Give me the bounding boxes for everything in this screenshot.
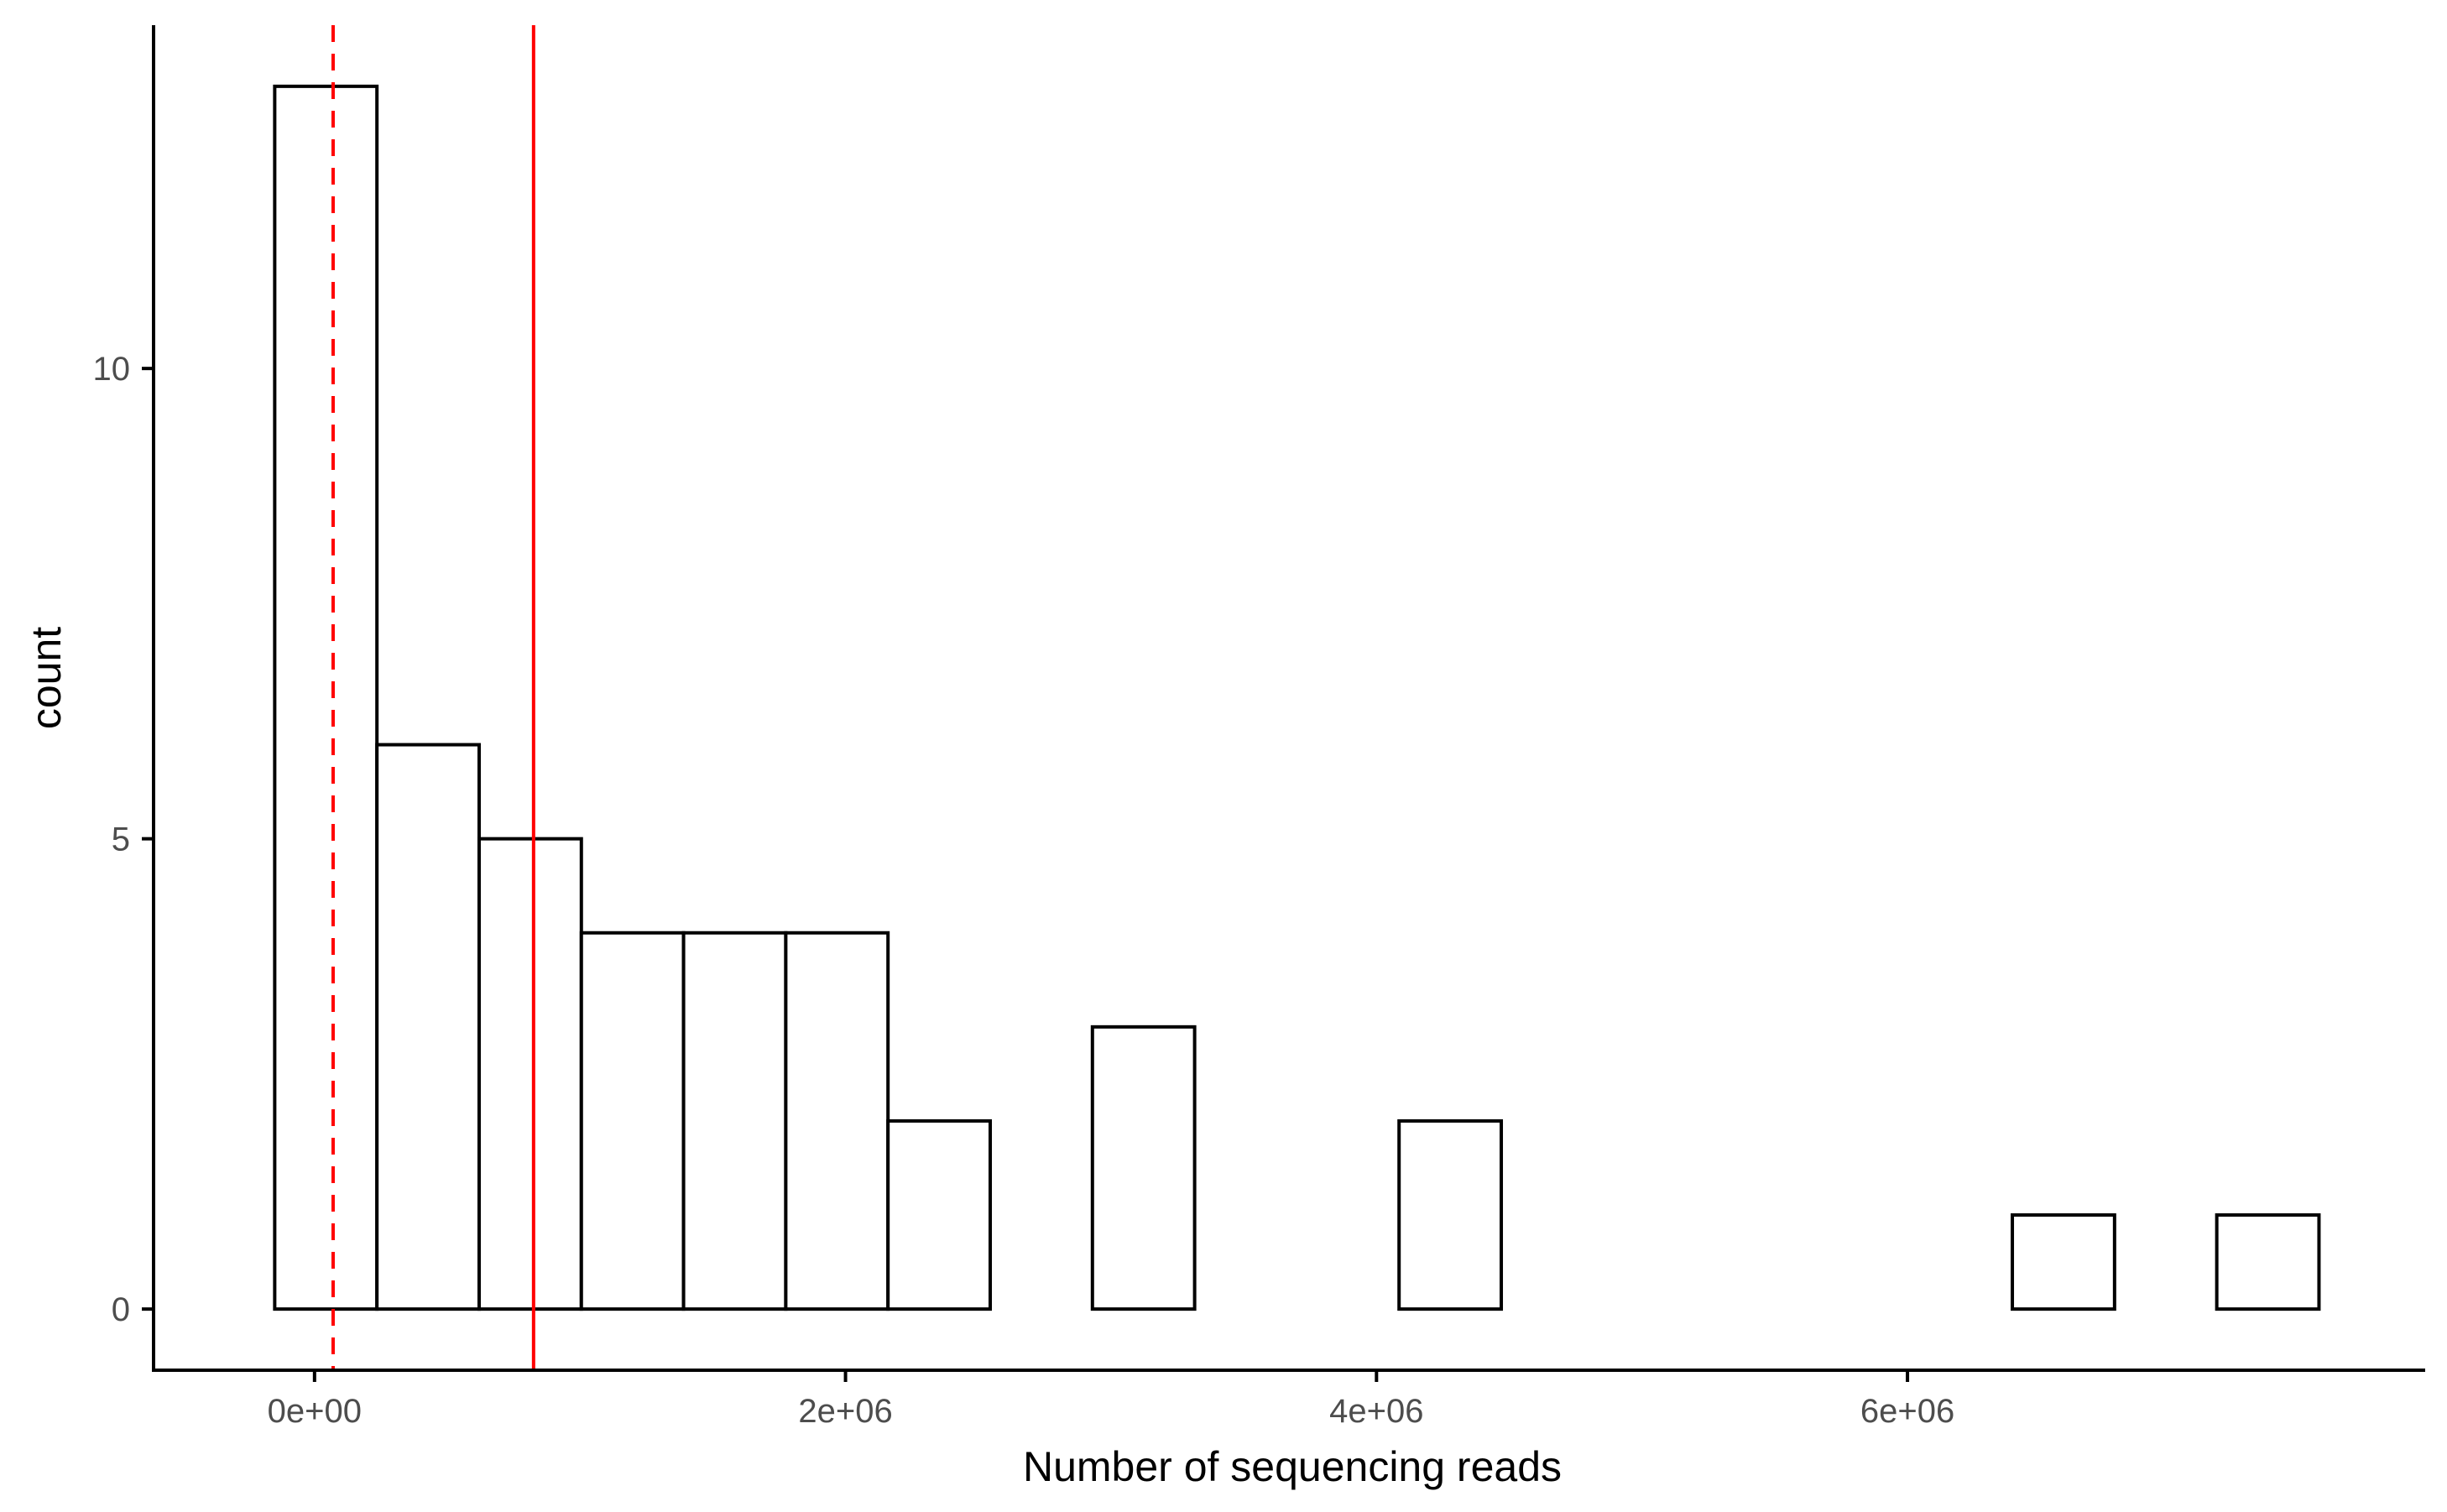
histogram-bar xyxy=(1397,1118,1504,1311)
x-tick-label: 2e+06 xyxy=(798,1393,892,1430)
x-tick-label: 0e+00 xyxy=(268,1393,362,1430)
bars-layer xyxy=(273,84,2321,1311)
histogram-bar xyxy=(1090,1025,1197,1311)
histogram-bar xyxy=(2215,1213,2321,1311)
histogram-bar xyxy=(681,931,788,1311)
histogram-bar xyxy=(784,931,890,1311)
y-tick-label: 10 xyxy=(93,351,131,388)
histogram-bar xyxy=(477,837,583,1311)
histogram-bar xyxy=(2011,1213,2116,1311)
ticks-layer: 0e+00 2e+06 4e+06 6e+06 0 5 10 xyxy=(93,351,1955,1430)
y-tick-label: 0 xyxy=(112,1291,130,1328)
y-axis-title: count xyxy=(23,627,70,729)
histogram-bar xyxy=(375,743,481,1311)
x-tick-label: 4e+06 xyxy=(1329,1393,1423,1430)
reference-lines-layer xyxy=(331,25,535,1370)
x-axis-title: Number of sequencing reads xyxy=(1023,1443,1562,1490)
histogram-bar xyxy=(579,931,686,1311)
axes-layer xyxy=(152,25,2425,1372)
x-tick-label: 6e+06 xyxy=(1860,1393,1954,1430)
histogram-bar xyxy=(886,1118,992,1311)
histogram-bar xyxy=(273,84,379,1311)
y-tick-label: 5 xyxy=(112,821,130,858)
